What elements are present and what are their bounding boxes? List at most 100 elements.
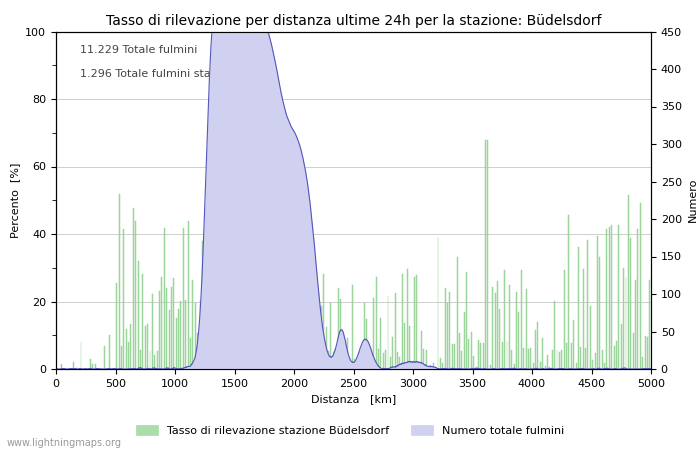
Bar	[392, 337, 393, 369]
Bar	[228, 229, 229, 369]
Bar	[206, 272, 208, 369]
Title: Tasso di rilevazione per distanza ultime 24h per la stazione: Büdelsdorf: Tasso di rilevazione per distanza ultime…	[106, 14, 601, 27]
Bar	[547, 356, 548, 369]
Bar	[92, 364, 93, 369]
Bar	[521, 270, 522, 369]
Bar	[507, 342, 508, 369]
Bar	[302, 349, 303, 369]
Bar	[140, 350, 141, 369]
Bar	[540, 362, 541, 369]
Bar	[371, 366, 372, 369]
Bar	[495, 293, 496, 369]
Bar	[485, 140, 486, 369]
Bar	[473, 356, 474, 369]
Bar	[628, 195, 629, 369]
Bar	[157, 351, 158, 369]
Bar	[90, 359, 91, 369]
Bar	[573, 320, 574, 369]
Bar	[404, 323, 405, 369]
Bar	[487, 140, 489, 369]
Bar	[623, 268, 624, 369]
Bar	[145, 325, 146, 369]
Bar	[245, 310, 246, 369]
Bar	[368, 357, 370, 369]
Bar	[499, 309, 500, 369]
Bar	[475, 367, 477, 369]
Bar	[359, 352, 360, 369]
Bar	[218, 326, 220, 369]
Bar	[609, 226, 610, 369]
Bar	[242, 337, 244, 369]
Bar	[254, 347, 256, 369]
Bar	[421, 331, 422, 369]
Bar	[211, 278, 212, 369]
Bar	[492, 287, 493, 369]
Bar	[159, 291, 160, 369]
Bar	[566, 343, 567, 369]
Bar	[380, 318, 382, 369]
Bar	[409, 326, 410, 369]
Bar	[321, 306, 322, 369]
Bar	[316, 332, 317, 369]
Bar	[225, 311, 227, 369]
Bar	[604, 363, 605, 369]
Bar	[630, 238, 631, 369]
Bar	[80, 342, 81, 369]
Bar	[568, 216, 569, 369]
Bar	[490, 365, 491, 369]
Bar	[397, 352, 398, 369]
Bar	[304, 367, 305, 369]
Bar	[259, 309, 260, 369]
Bar	[278, 305, 279, 369]
Bar	[330, 303, 331, 369]
Bar	[621, 324, 622, 369]
Bar	[390, 357, 391, 369]
Bar	[556, 350, 557, 369]
Bar	[309, 333, 310, 369]
Bar	[616, 341, 617, 369]
Bar	[509, 284, 510, 369]
Bar	[354, 359, 355, 369]
Bar	[433, 364, 434, 369]
Bar	[383, 352, 384, 369]
Bar	[364, 303, 365, 369]
X-axis label: Distanza   [km]: Distanza [km]	[311, 394, 396, 404]
Bar	[283, 356, 284, 369]
Bar	[440, 358, 441, 369]
Bar	[523, 348, 524, 369]
Bar	[340, 299, 341, 369]
Bar	[602, 351, 603, 369]
Bar	[264, 310, 265, 369]
Text: 1.296 Totale fulmini stazione di: 1.296 Totale fulmini stazione di	[80, 68, 254, 79]
Bar	[326, 328, 327, 369]
Bar	[559, 351, 560, 369]
Bar	[635, 280, 636, 369]
Bar	[454, 343, 455, 369]
Bar	[269, 354, 270, 369]
Bar	[118, 194, 120, 369]
Bar	[104, 346, 105, 369]
Bar	[230, 294, 232, 369]
Bar	[516, 292, 517, 369]
Text: 11.229 Totale fulmini: 11.229 Totale fulmini	[80, 45, 197, 55]
Bar	[385, 350, 386, 369]
Bar	[611, 225, 612, 369]
Bar	[580, 347, 581, 369]
Bar	[123, 229, 125, 369]
Bar	[552, 350, 553, 369]
Bar	[94, 364, 96, 369]
Bar	[554, 301, 555, 369]
Bar	[594, 353, 596, 369]
Bar	[128, 342, 129, 369]
Bar	[214, 278, 215, 369]
Bar	[130, 324, 132, 369]
Bar	[564, 270, 565, 369]
Bar	[587, 240, 589, 369]
Bar	[416, 275, 417, 369]
Bar	[452, 344, 453, 369]
Bar	[109, 335, 110, 369]
Bar	[328, 351, 329, 369]
Bar	[502, 342, 503, 369]
Bar	[471, 332, 472, 369]
Bar	[618, 225, 620, 369]
